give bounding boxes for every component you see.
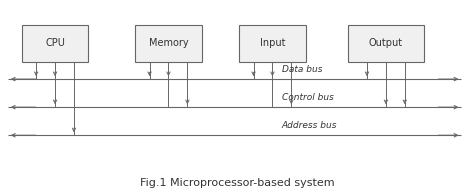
Text: Data bus: Data bus xyxy=(282,65,322,74)
Text: Input: Input xyxy=(260,38,285,48)
Text: CPU: CPU xyxy=(45,38,65,48)
Text: Address bus: Address bus xyxy=(282,121,337,130)
Text: Fig.1 Microprocessor-based system: Fig.1 Microprocessor-based system xyxy=(140,178,334,189)
Bar xyxy=(22,25,88,62)
Bar xyxy=(136,25,201,62)
Text: Memory: Memory xyxy=(149,38,188,48)
Text: Output: Output xyxy=(369,38,403,48)
Bar xyxy=(348,25,424,62)
Bar xyxy=(239,25,306,62)
Text: Control bus: Control bus xyxy=(282,93,334,102)
